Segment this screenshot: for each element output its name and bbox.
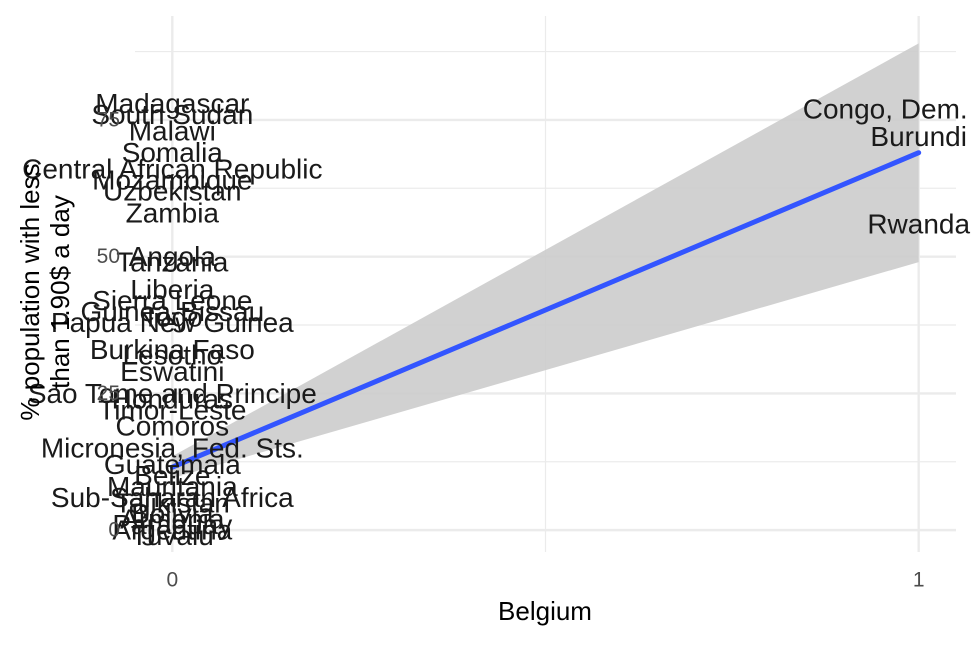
y-tick-label: 50 [97,245,120,268]
point-label: Mozambique [92,165,252,196]
point-label: Togo [142,301,203,332]
point-label: Central African Republic [22,154,322,185]
x-tick-label: 0 [166,569,178,592]
y-axis-title-line1: % population with less [15,163,45,421]
point-label: Armenia [120,504,225,535]
point-label: Congo, Dem. Rep. [803,93,972,124]
point-label: Zambia [126,197,220,228]
point-label: Honduras [112,383,233,414]
point-label: Burkina Faso [90,334,255,365]
trend-line [169,150,922,470]
y-tick-label: 75 [97,108,120,131]
confidence-ribbon [172,43,919,479]
point-label: Liberia [130,274,214,305]
point-label: Malawi [129,115,216,146]
point-labels: Congo, Dem. Rep.BurundiRwandaMadagascarS… [22,88,972,551]
point-label: Timor-Leste [98,394,246,425]
point-label: Tajikistan [115,487,230,518]
point-label: Mauritania [107,471,238,502]
x-axis-title: Belgium [498,596,592,626]
regression-line [169,150,922,470]
point-label: Papua New Guinea [51,307,294,338]
point-label: Uzbekistan [103,176,242,207]
x-tick-label: 1 [913,569,925,592]
point-label: Guinea-Bissau [80,296,264,327]
point-label: Comoros [116,411,230,442]
point-label: Sierra Leone [92,285,252,316]
axis-ticks: 0 25 50 75 0 1 [97,108,925,591]
y-tick-label: 25 [97,382,120,405]
point-label: Angola [129,241,217,272]
point-label: Lesotho [122,340,222,371]
point-label: Madagascar [95,88,249,119]
point-label: Tuvalu [131,520,214,551]
point-label: Burundi [870,121,967,152]
point-label: South Sudan [91,99,253,130]
point-label: Belize [134,460,210,491]
point-label: Paraguay [112,509,232,540]
point-label: Bolivia [131,498,214,529]
point-label: Somalia [122,137,224,168]
point-label: Micronesia, Fed. Sts. [41,433,304,464]
point-label: Sao Tome and Principe [28,378,317,409]
point-label: Rwanda [867,208,970,239]
confidence-band [172,43,919,479]
y-tick-label: 0 [108,519,120,542]
point-label: Sub-Saharan Africa [51,482,294,513]
point-label: Eswatini [120,356,224,387]
point-label: Guatemala [104,449,241,480]
point-label: Tanzania [116,247,229,278]
y-axis-title-line2: than 1.90$ a day [45,195,75,389]
point-label: Argentina [112,515,232,546]
